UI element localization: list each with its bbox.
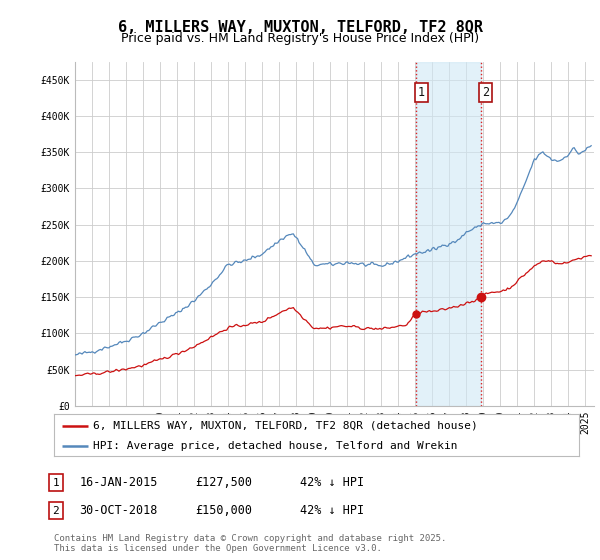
Text: 42% ↓ HPI: 42% ↓ HPI [300, 504, 364, 517]
Text: 6, MILLERS WAY, MUXTON, TELFORD, TF2 8QR: 6, MILLERS WAY, MUXTON, TELFORD, TF2 8QR [118, 20, 482, 35]
Text: 16-JAN-2015: 16-JAN-2015 [79, 476, 158, 489]
Text: 1: 1 [418, 86, 425, 99]
Text: £150,000: £150,000 [195, 504, 252, 517]
Text: 42% ↓ HPI: 42% ↓ HPI [300, 476, 364, 489]
Text: Contains HM Land Registry data © Crown copyright and database right 2025.
This d: Contains HM Land Registry data © Crown c… [54, 534, 446, 553]
Text: 2: 2 [52, 506, 59, 516]
Text: HPI: Average price, detached house, Telford and Wrekin: HPI: Average price, detached house, Telf… [94, 441, 458, 451]
Bar [416, 62, 481, 406]
Text: £127,500: £127,500 [195, 476, 252, 489]
Text: 1: 1 [52, 478, 59, 488]
Text: 30-OCT-2018: 30-OCT-2018 [79, 504, 158, 517]
Text: 2: 2 [482, 86, 489, 99]
Text: Price paid vs. HM Land Registry's House Price Index (HPI): Price paid vs. HM Land Registry's House … [121, 32, 479, 45]
Text: 6, MILLERS WAY, MUXTON, TELFORD, TF2 8QR (detached house): 6, MILLERS WAY, MUXTON, TELFORD, TF2 8QR… [94, 421, 478, 431]
